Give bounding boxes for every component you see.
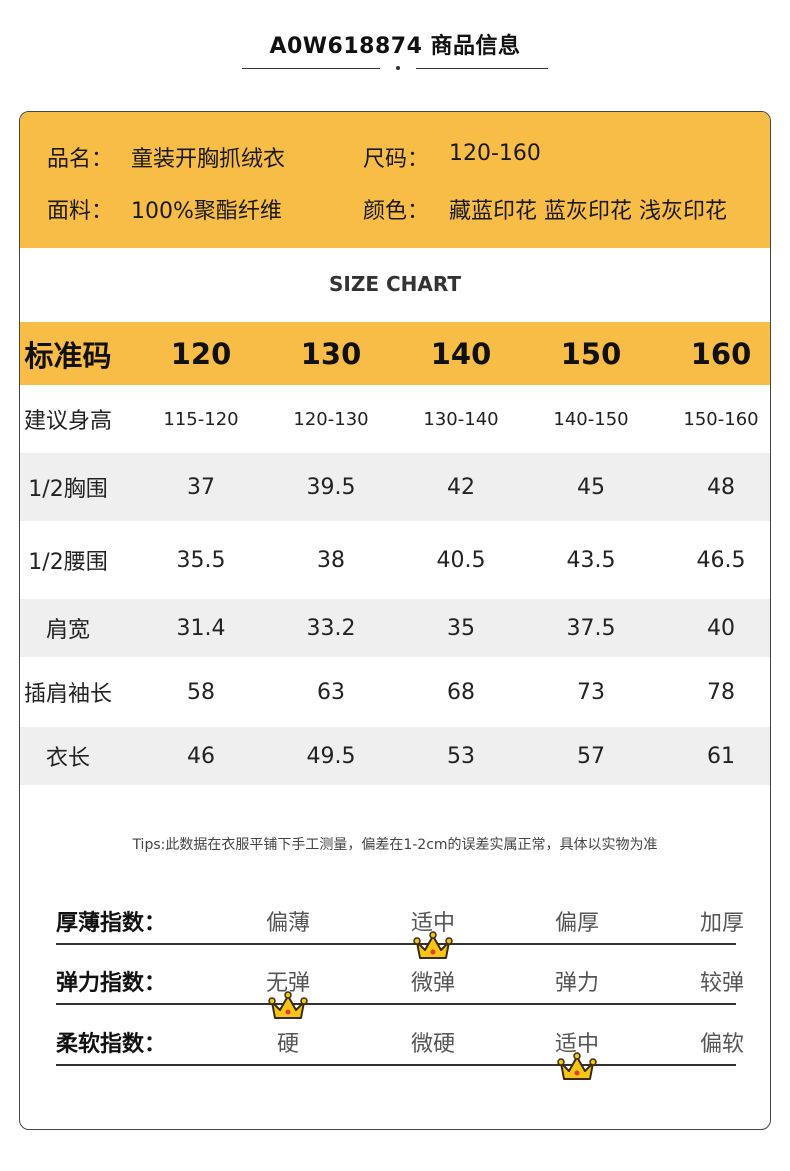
table-cell: 49.5 [306, 743, 356, 769]
table-row-label: 标准码 [24, 338, 112, 373]
table-row: 插肩袖长 58 63 68 73 78 [20, 657, 770, 727]
table-cell: 31.4 [176, 615, 226, 641]
title-divider-right [416, 68, 548, 69]
page-title: A0W618874 商品信息 [269, 34, 521, 59]
index-label: 厚薄指数： [56, 911, 167, 936]
table-cell: 63 [317, 679, 345, 705]
table-cell: 40.5 [436, 547, 486, 573]
product-info-panel: 品名： 童装开胸抓绒衣 尺码： 120-160 面料： 100%聚酯纤维 颜色：… [20, 112, 770, 248]
index-label: 弹力指数： [56, 971, 167, 996]
table-row-label: 肩宽 [45, 618, 90, 643]
table-cell: 43.5 [566, 547, 616, 573]
table-cell: 120-130 [293, 408, 369, 430]
index-row: 弹力指数： 无弹 微弹 弹力 较弹 [56, 965, 744, 1025]
color-label: 颜色： [363, 199, 430, 224]
table-header-row: 标准码 120 130 140 150 160 [20, 322, 770, 385]
table-cell: 140 [430, 336, 492, 371]
index-option: 偏薄 [265, 911, 310, 936]
table-cell: 130-140 [423, 408, 499, 430]
table-cell: 46 [187, 743, 215, 769]
index-option: 偏厚 [554, 911, 599, 936]
table-row-label: 1/2腰围 [28, 550, 108, 575]
size-value: 120-160 [449, 141, 541, 166]
table-cell: 68 [447, 679, 475, 705]
table-row-label: 建议身高 [23, 409, 112, 434]
table-cell: 35.5 [176, 547, 226, 573]
index-option: 微硬 [410, 1032, 455, 1057]
table-cell: 35 [447, 615, 475, 641]
size-table: 标准码 120 130 140 150 160 建议身高 115-120 120-130 130-… [20, 322, 770, 785]
table-cell: 150-160 [683, 408, 759, 430]
table-cell: 61 [707, 743, 735, 769]
table-row-label: 插肩袖长 [23, 682, 112, 707]
index-option: 弹力 [554, 971, 599, 996]
index-option: 偏软 [699, 1032, 744, 1057]
index-option: 硬 [276, 1032, 299, 1057]
table-cell: 40 [707, 615, 735, 641]
crown-icon [413, 930, 453, 962]
color-value: 藏蓝印花 蓝灰印花 浅灰印花 [449, 199, 727, 224]
index-scale-line [56, 943, 736, 945]
index-scale-line [56, 1003, 736, 1005]
table-cell: 53 [447, 743, 475, 769]
table-row: 建议身高 115-120 120-130 130-140 140-150 150-160 [20, 385, 770, 453]
fabric-label: 面料： [47, 199, 114, 224]
table-cell: 140-150 [553, 408, 629, 430]
table-row-label: 衣长 [45, 746, 90, 771]
table-cell: 73 [577, 679, 605, 705]
index-scale-line [56, 1064, 736, 1066]
index-row: 柔软指数：硬微硬 适中 偏软 [56, 1026, 744, 1086]
table-cell: 37 [187, 474, 215, 500]
title-divider-dot [396, 66, 400, 70]
table-cell: 115-120 [163, 408, 239, 430]
page-header: A0W618874 商品信息 [0, 0, 790, 100]
size-label: 尺码： [363, 147, 430, 172]
table-cell: 33.2 [306, 615, 356, 641]
table-cell: 42 [447, 474, 475, 500]
table-row-label: 1/2胸围 [28, 477, 108, 502]
table-cell: 48 [707, 474, 735, 500]
table-cell: 130 [300, 336, 362, 371]
table-cell: 150 [560, 336, 622, 371]
title-divider-left [242, 68, 380, 69]
table-row: 衣长 46 49.5 53 57 61 [20, 727, 770, 785]
table-cell: 57 [577, 743, 605, 769]
crown-icon [268, 990, 308, 1022]
name-value: 童装开胸抓绒衣 [131, 147, 286, 172]
table-cell: 58 [187, 679, 215, 705]
table-row: 1/2胸围 37 39.5 42 45 48 [20, 453, 770, 521]
index-label: 柔软指数： [56, 1032, 167, 1057]
tips-text: Tips:此数据在衣服平铺下手工测量，偏差在1-2cm的误差实属正常，具体以实物… [132, 837, 658, 853]
table-row: 肩宽 31.4 33.2 35 37.5 40 [20, 599, 770, 657]
table-cell: 45 [577, 474, 605, 500]
table-cell: 37.5 [566, 615, 616, 641]
table-cell: 120 [170, 336, 232, 371]
table-cell: 39.5 [306, 474, 356, 500]
fabric-value: 100%聚酯纤维 [131, 199, 282, 224]
table-cell: 38 [317, 547, 345, 573]
table-cell: 78 [707, 679, 735, 705]
product-info-card: 品名： 童装开胸抓绒衣 尺码： 120-160 面料： 100%聚酯纤维 颜色：… [19, 111, 771, 1130]
index-option: 微弹 [410, 971, 455, 996]
crown-icon [557, 1051, 597, 1083]
name-label: 品名： [47, 147, 114, 172]
index-option: 较弹 [699, 971, 744, 996]
index-option: 加厚 [699, 911, 744, 936]
table-row: 1/2腰围 35.5 38 40.5 43.5 46.5 [20, 521, 770, 599]
table-cell: 46.5 [696, 547, 746, 573]
index-row: 厚薄指数： 偏薄 适中 偏厚 加厚 [56, 905, 744, 965]
table-cell: 160 [690, 336, 752, 371]
size-chart-title: SIZE CHART [328, 272, 461, 296]
